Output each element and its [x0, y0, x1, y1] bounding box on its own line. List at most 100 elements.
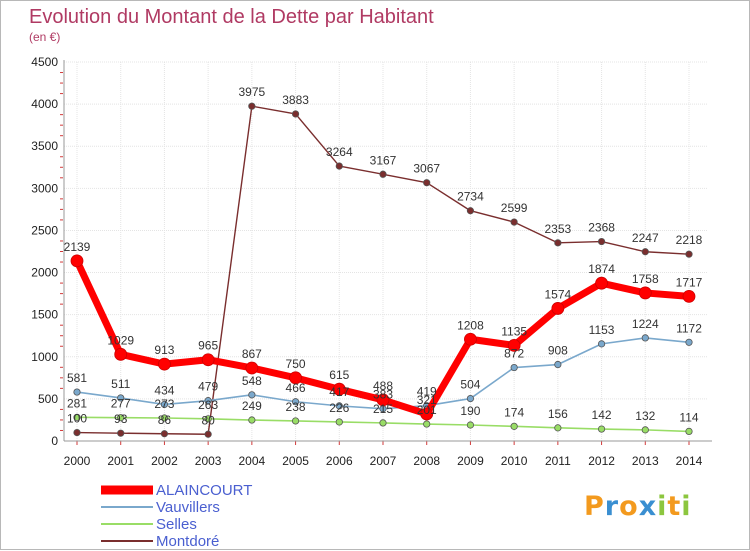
data-point-selles	[510, 422, 518, 430]
data-point-montdor-	[466, 207, 475, 215]
data-label-selles: 156	[548, 407, 568, 421]
data-label-montdor-: 2353	[545, 222, 572, 236]
data-label-montdor-: 2599	[501, 201, 528, 215]
series	[70, 102, 696, 438]
logo-letter: i	[657, 491, 668, 522]
logo-letter: P	[584, 491, 605, 522]
data-label-alaincourt: 1758	[632, 272, 659, 286]
data-point-vauvillers	[466, 394, 475, 403]
data-label-montdor-: 3167	[370, 153, 397, 167]
y-tick-label: 3000	[31, 181, 58, 195]
data-label-montdor-: 3264	[326, 145, 353, 159]
data-label-montdor-: 2247	[632, 231, 659, 245]
logo-letter: t	[667, 491, 682, 522]
data-label-selles: 277	[111, 397, 131, 411]
x-tick-label: 2000	[64, 454, 91, 468]
x-tick-label: 2003	[195, 454, 222, 468]
data-label-vauvillers: 434	[154, 383, 174, 397]
data-label-alaincourt: 913	[154, 343, 174, 357]
y-tick-label: 0	[51, 434, 58, 448]
data-label-alaincourt: 1874	[588, 262, 615, 276]
data-point-selles	[379, 419, 387, 427]
data-point-alaincourt	[114, 347, 128, 361]
data-label-montdor-: 100	[67, 412, 87, 426]
data-point-alaincourt	[464, 332, 477, 346]
grid	[64, 61, 708, 441]
data-point-selles	[466, 421, 475, 429]
legend-label-selles: Selles	[156, 516, 197, 533]
data-label-alaincourt: 1717	[676, 275, 703, 289]
data-label-vauvillers: 383	[373, 388, 393, 402]
data-point-montdor-	[685, 250, 693, 258]
data-label-montdor-: 3975	[239, 85, 266, 99]
y-tick-label: 2000	[31, 266, 58, 280]
data-point-alaincourt	[682, 289, 696, 303]
data-point-alaincourt	[420, 407, 434, 421]
data-label-selles: 132	[635, 409, 655, 423]
logo-letter: o	[619, 491, 639, 522]
data-point-montdor-	[204, 430, 212, 438]
data-label-alaincourt: 321	[417, 393, 437, 407]
x-tick-label: 2012	[588, 454, 615, 468]
data-label-vauvillers: 548	[242, 374, 262, 388]
y-tick-label: 500	[38, 392, 58, 406]
data-point-montdor-	[160, 430, 169, 438]
data-point-alaincourt	[70, 254, 84, 268]
y-tick-label: 4500	[31, 55, 58, 69]
data-point-alaincourt	[595, 276, 608, 290]
legend-label-montdor-: Montdoré	[156, 533, 219, 550]
data-label-vauvillers: 417	[329, 385, 349, 399]
data-label-montdor-: 2734	[457, 190, 484, 204]
data-point-selles	[204, 415, 212, 423]
data-label-alaincourt: 488	[373, 379, 393, 393]
data-point-montdor-	[554, 239, 562, 247]
data-point-vauvillers	[554, 360, 562, 369]
y-tick-label: 2500	[31, 223, 58, 237]
chart-subtitle: (en €)	[29, 30, 60, 44]
data-point-montdor-	[291, 110, 300, 118]
data-label-selles: 226	[329, 401, 349, 415]
data-label-alaincourt: 1135	[501, 324, 527, 338]
data-point-alaincourt	[638, 286, 652, 300]
data-point-alaincourt	[289, 371, 302, 385]
data-point-montdor-	[423, 179, 431, 187]
data-label-vauvillers: 1172	[676, 321, 702, 335]
data-point-alaincourt	[158, 357, 171, 371]
y-tick-label: 3500	[31, 139, 58, 153]
data-point-alaincourt	[376, 393, 390, 407]
x-tick-label: 2009	[457, 454, 484, 468]
data-label-vauvillers: 581	[67, 371, 87, 385]
data-label-montdor-: 3883	[282, 93, 309, 107]
data-label-vauvillers: 466	[286, 381, 306, 395]
x-tick-label: 2011	[545, 454, 571, 468]
data-label-alaincourt: 1208	[457, 318, 484, 332]
data-label-alaincourt: 1029	[107, 333, 134, 347]
data-labels: 2139 1029 913 965 867 750 615 488 321 1208 1135 157…	[64, 85, 703, 427]
data-point-selles	[73, 413, 81, 421]
data-label-selles: 201	[417, 403, 437, 417]
data-point-montdor-	[641, 248, 649, 256]
x-tick-label: 2010	[501, 454, 528, 468]
data-point-selles	[597, 425, 606, 433]
data-label-montdor-: 2218	[676, 233, 703, 247]
data-point-alaincourt	[332, 382, 346, 396]
x-tick-label: 2004	[239, 454, 266, 468]
data-label-vauvillers: 872	[504, 347, 524, 361]
legend-label-vauvillers: Vauvillers	[156, 499, 220, 516]
data-point-selles	[291, 417, 300, 425]
logo-letter: r	[604, 491, 620, 522]
x-tick-label: 2002	[151, 454, 178, 468]
data-label-montdor-: 86	[158, 413, 172, 427]
data-label-alaincourt: 965	[198, 339, 218, 353]
data-point-selles	[641, 426, 649, 434]
data-label-selles: 273	[154, 397, 174, 411]
data-point-selles	[248, 416, 256, 424]
legend-label-alaincourt: ALAINCOURT	[156, 482, 252, 499]
data-point-vauvillers	[204, 397, 212, 405]
data-label-selles: 142	[592, 408, 612, 422]
data-point-montdor-	[73, 428, 81, 437]
data-point-selles	[554, 424, 562, 432]
data-point-alaincourt	[245, 361, 259, 375]
data-point-vauvillers	[641, 334, 649, 342]
